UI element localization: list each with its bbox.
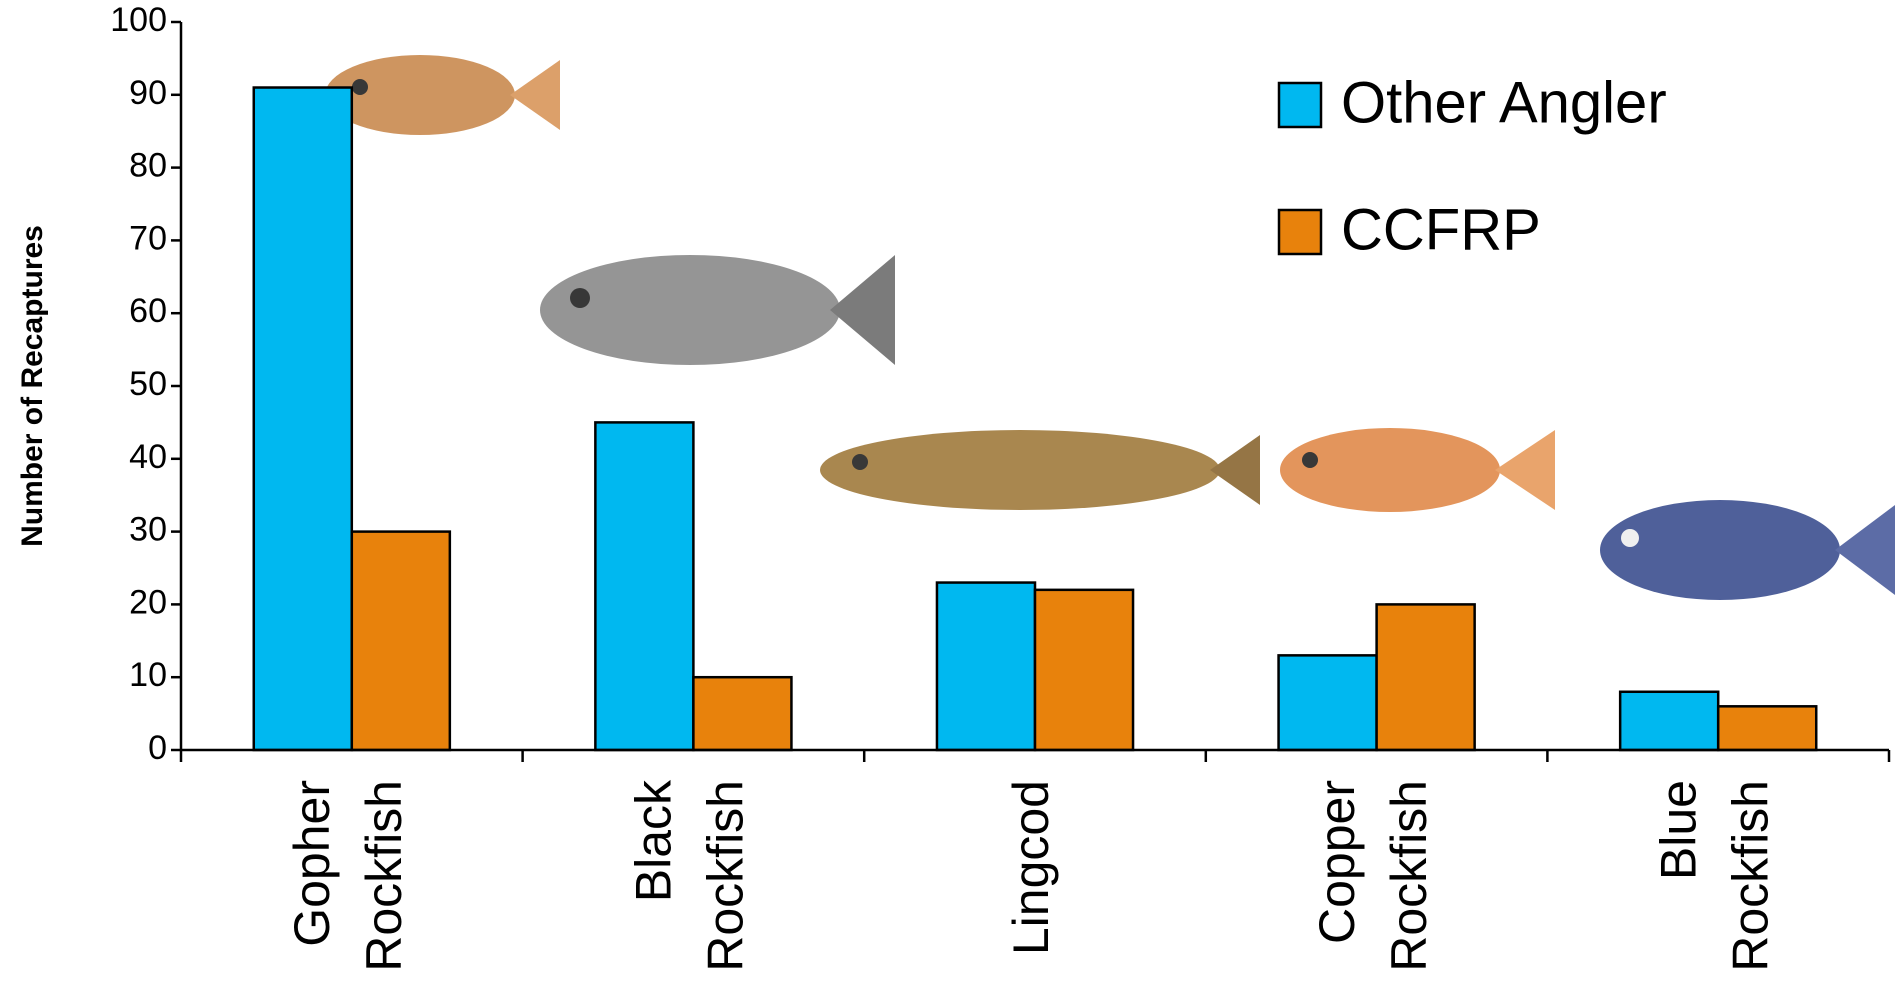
x-tick-label-line: Lingcod (1003, 780, 1059, 955)
bar (254, 88, 352, 750)
legend-label: Other Angler (1341, 70, 1667, 135)
x-tick-label: Blue Rockfish (1650, 780, 1778, 972)
x-tick-label-line: Copper (1309, 780, 1365, 944)
y-tick-label: 20 (129, 583, 167, 621)
chart: Number of Recaptures 0 10 20 30 40 50 60 70 80 90… (0, 0, 1896, 1005)
x-tick-label-line: Rockfish (1381, 780, 1437, 972)
y-tick-label: 60 (129, 292, 167, 330)
x-tick-label-line: Rockfish (356, 780, 412, 972)
x-tick-label-line: Black (626, 779, 682, 902)
y-tick-label: 30 (129, 511, 167, 549)
bar (1279, 655, 1377, 750)
bar (1377, 604, 1475, 750)
bar (1035, 590, 1133, 750)
y-tick-label: 90 (129, 74, 167, 112)
y-tick-label: 70 (129, 219, 167, 257)
legend-swatch (1279, 210, 1321, 254)
x-tick-label: Lingcod (1003, 780, 1059, 955)
bar (352, 532, 450, 750)
y-tick-label: 100 (110, 1, 167, 39)
bar (693, 677, 791, 750)
bar (595, 422, 693, 750)
y-tick-label: 10 (129, 656, 167, 694)
x-tick-label-line: Gopher (284, 780, 340, 947)
fish-illustrations (325, 55, 1895, 600)
x-tick-label-line: Blue (1650, 780, 1706, 880)
y-axis-label: Number of Recaptures (16, 225, 49, 547)
bar (1620, 692, 1718, 750)
y-tick-label: 50 (129, 365, 167, 403)
y-tick-label: 0 (148, 729, 167, 767)
bar (1718, 706, 1816, 750)
x-tick-label-line: Rockfish (698, 780, 754, 972)
x-tick-label: Copper Rockfish (1309, 780, 1437, 972)
x-tick-label: Black Rockfish (626, 779, 754, 972)
legend-label: CCFRP (1341, 197, 1541, 262)
bar (937, 583, 1035, 750)
x-tick-label: Gopher Rockfish (284, 780, 412, 972)
x-tick-label-line: Rockfish (1722, 780, 1778, 972)
y-tick-label: 80 (129, 147, 167, 185)
legend-swatch (1279, 83, 1321, 127)
y-tick-label: 40 (129, 438, 167, 476)
